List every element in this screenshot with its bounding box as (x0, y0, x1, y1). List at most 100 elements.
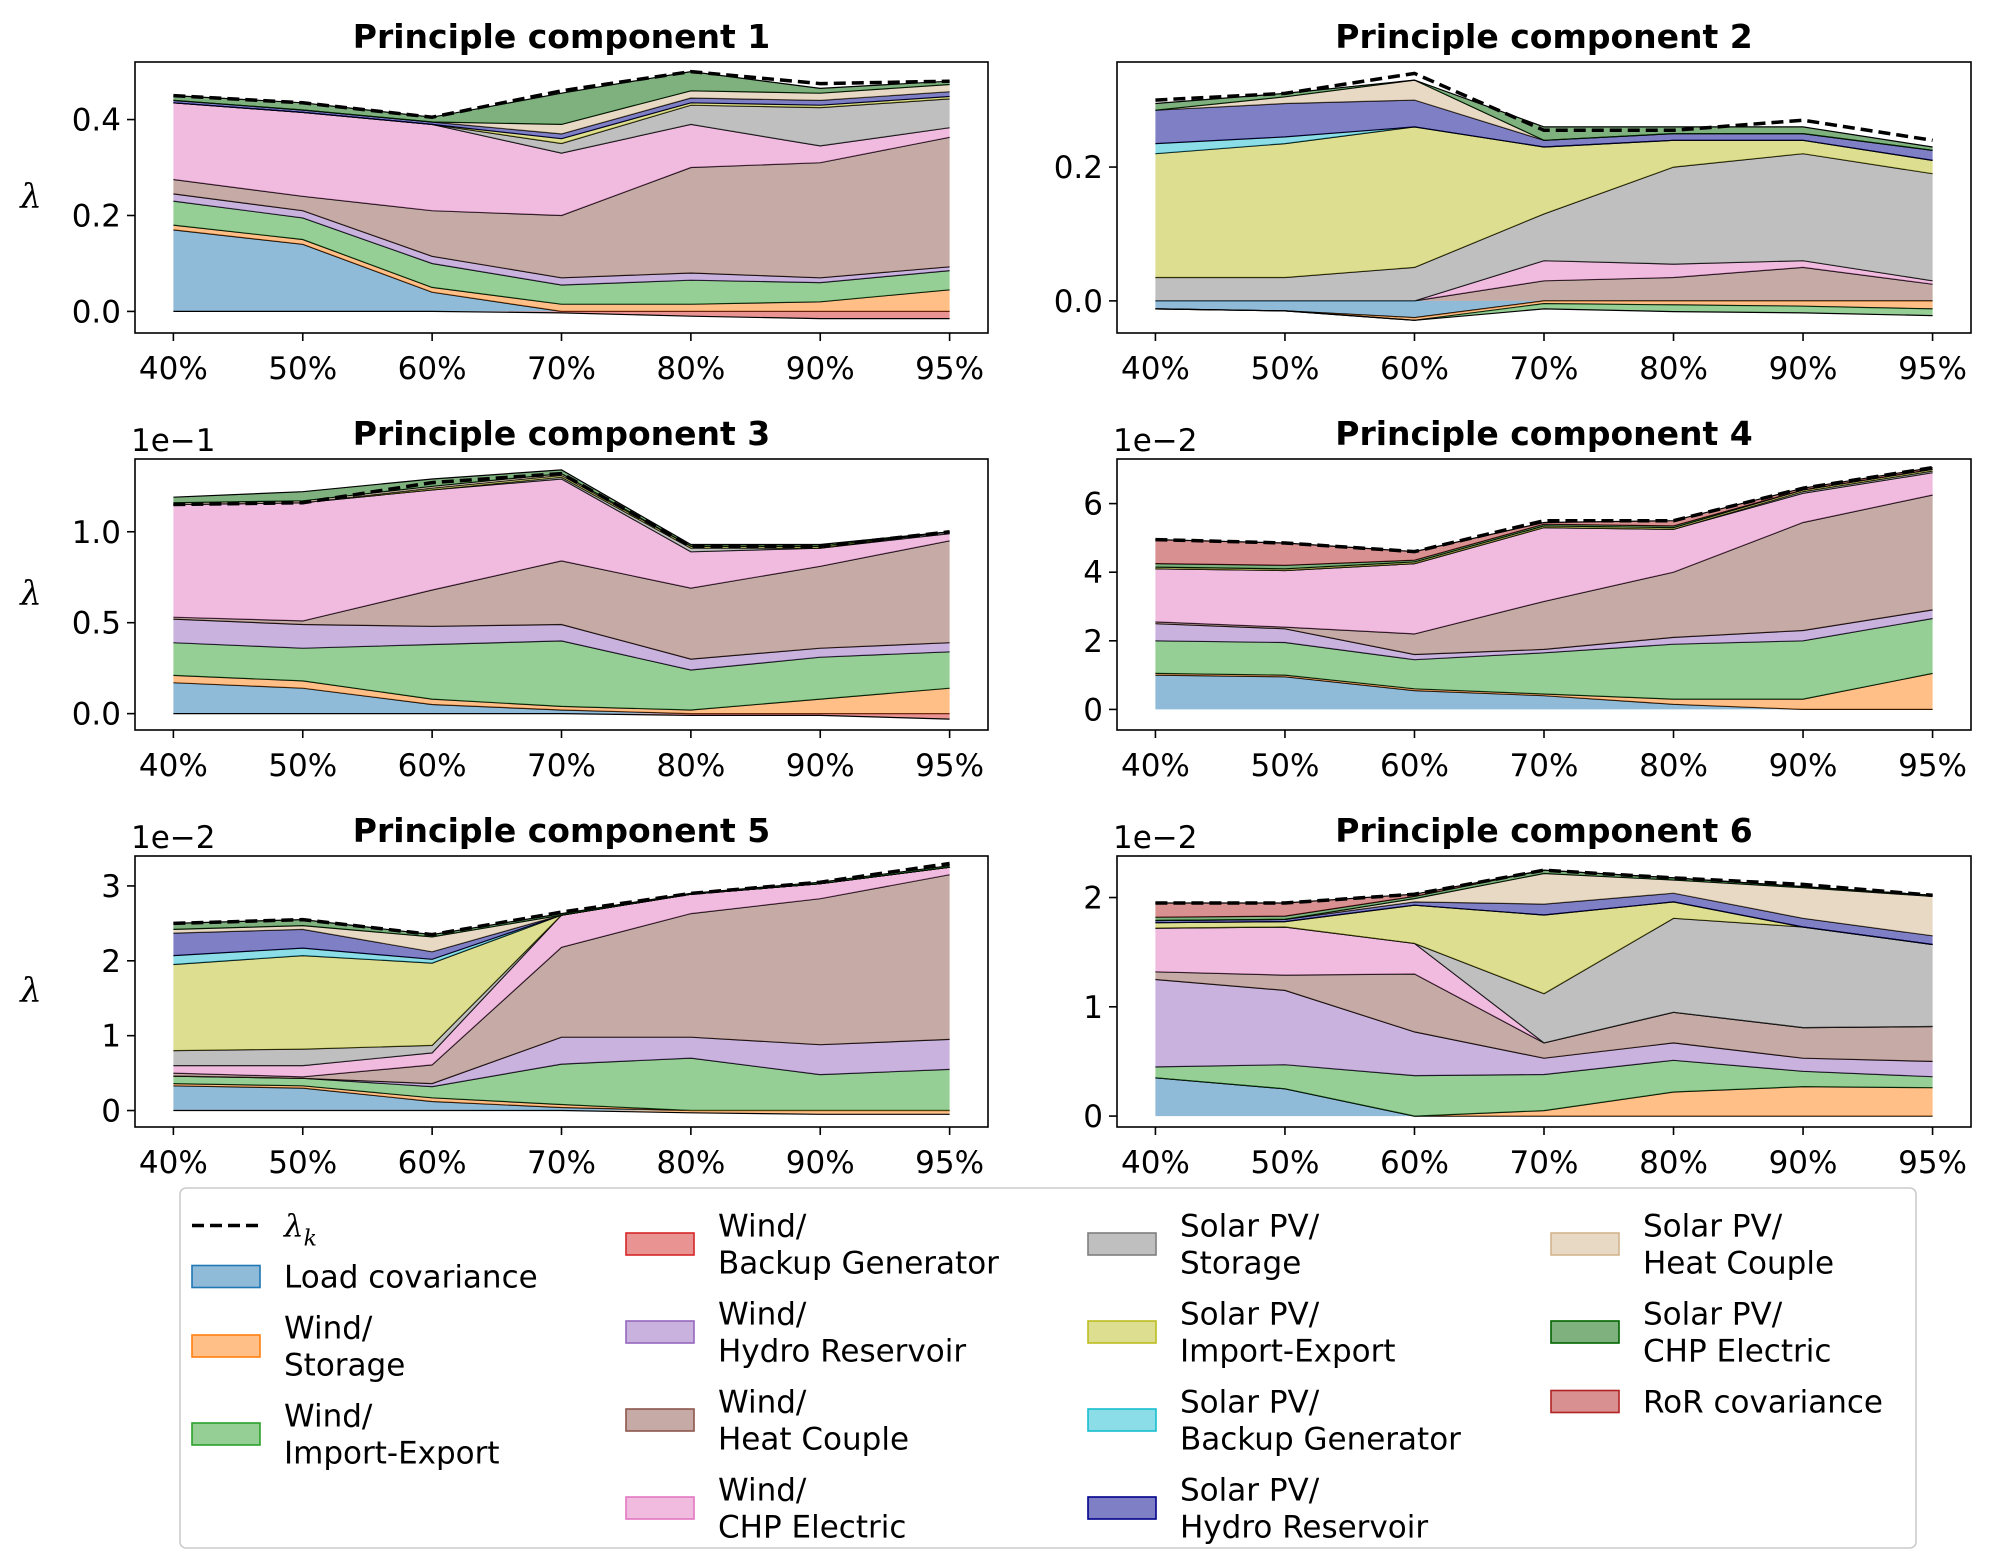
axis-scale-label: 1e−2 (131, 820, 216, 856)
legend-swatch-ror (1550, 1389, 1620, 1414)
legend-label: Solar PV/ (1180, 1385, 1320, 1421)
area-pos-s_chp (173, 71, 950, 125)
y-tick-label: 0 (101, 1094, 121, 1130)
area-pos-load (173, 229, 950, 312)
area-edge-neg-w_bg (173, 713, 950, 720)
legend-label: Backup Generator (718, 1246, 999, 1282)
legend-label: Solar PV/ (1180, 1209, 1320, 1245)
area-pos-w_ie (1155, 1060, 1933, 1117)
y-tick-label: 6 (1083, 487, 1103, 523)
x-tick-label: 50% (268, 1145, 337, 1181)
x-tick-label: 40% (1121, 351, 1190, 387)
legend-item-lambda: λk (192, 1209, 317, 1252)
area-pos-w_hc (173, 137, 950, 278)
legend-swatch-s_chp (1550, 1320, 1620, 1344)
legend-swatch-s_hc (1550, 1232, 1620, 1256)
area-pos-w_chp (1155, 927, 1933, 1043)
area-pos-w_hc (173, 540, 950, 660)
area-pos-w_chp (173, 867, 950, 1077)
legend-item-s_ie: Solar PV/Import-Export (1087, 1297, 1396, 1370)
area-pos-w_ie (1155, 618, 1933, 700)
area-pos-w_hr (173, 193, 950, 285)
area-pos-w_hr (173, 1037, 950, 1087)
x-tick-label: 70% (1510, 351, 1579, 387)
y-tick-label: 0 (1083, 1099, 1103, 1135)
legend-item-s_sto: Solar PV/Storage (1087, 1209, 1320, 1282)
legend-item-s_hr: Solar PV/Hydro Reservoir (1087, 1473, 1428, 1546)
legend-label: Wind/ (718, 1297, 807, 1333)
area-edge-neg-w_bg (173, 310, 950, 320)
x-tick-label: 95% (915, 351, 984, 387)
area-pos-w_hc (173, 874, 950, 1084)
legend-label: Load covariance (284, 1260, 538, 1296)
area-pos-s_hr (173, 867, 950, 960)
area-pos-w_hr (173, 619, 950, 670)
area-pos-s_hr (1155, 100, 1933, 161)
x-tick-label: 80% (1639, 748, 1708, 784)
area-pos-s_ie (1155, 126, 1933, 278)
y-tick-label: 4 (1083, 555, 1103, 591)
x-tick-label: 80% (1639, 351, 1708, 387)
area-pos-w_sto (173, 225, 950, 312)
x-tick-label: 60% (398, 1145, 467, 1181)
legend-lambda-label: λk (282, 1209, 317, 1252)
panel-title: Principle component 4 (1335, 414, 1752, 453)
legend-label: Storage (1180, 1246, 1301, 1282)
y-tick-label: 1 (101, 1019, 121, 1055)
area-pos-s_chp (1155, 80, 1933, 151)
area-pos-w_hc (1155, 495, 1933, 655)
x-tick-label: 90% (786, 1145, 855, 1181)
area-pos-w_sto (173, 1083, 950, 1111)
y-tick-label: 0.0 (72, 294, 121, 330)
area-pos-load (1155, 1077, 1933, 1117)
area-pos-w_chp (1155, 260, 1933, 301)
x-tick-label: 90% (786, 748, 855, 784)
y-axis-label: λ (18, 971, 42, 1011)
y-axis-label: λ (18, 574, 42, 614)
area-pos-w_hc (1155, 267, 1933, 301)
lambda-line (1155, 465, 1933, 554)
legend-swatch-w_sto (191, 1334, 261, 1358)
area-neg-w_ie (1155, 303, 1933, 321)
legend-swatch-s_sto (1087, 1232, 1157, 1256)
legend-item-w_hc: Wind/Heat Couple (625, 1385, 909, 1458)
axis-scale-label: 1e−2 (1113, 423, 1198, 459)
x-tick-label: 80% (656, 1145, 725, 1181)
y-tick-label: 3 (101, 869, 121, 905)
y-tick-label: 0.0 (72, 697, 121, 733)
legend-item-w_chp: Wind/CHP Electric (625, 1473, 906, 1546)
x-tick-label: 40% (1121, 1145, 1190, 1181)
area-pos-s_hc (1155, 873, 1933, 936)
y-tick-label: 2 (1083, 881, 1103, 917)
legend-swatch-w_hc (625, 1408, 695, 1432)
panel-title: Principle component 5 (353, 811, 770, 850)
area-pos-s_hr (173, 91, 950, 139)
legend-label: Import-Export (1180, 1334, 1396, 1370)
panel-title: Principle component 6 (1335, 811, 1752, 850)
x-tick-label: 70% (527, 1145, 596, 1181)
plot-area (173, 69, 950, 320)
legend-label: CHP Electric (1643, 1334, 1831, 1370)
x-tick-label: 95% (915, 748, 984, 784)
legend-label: Storage (284, 1348, 405, 1384)
legend-label: Hydro Reservoir (718, 1334, 966, 1370)
legend-swatch-w_hr (625, 1320, 695, 1344)
x-tick-label: 80% (1639, 1145, 1708, 1181)
area-edge-neg-w_sto (173, 1109, 950, 1115)
x-tick-label: 90% (1769, 1145, 1838, 1181)
area-pos-w_hr (1155, 979, 1933, 1077)
plot-area (1155, 465, 1933, 710)
x-tick-label: 40% (1121, 748, 1190, 784)
lambda-line (1155, 868, 1933, 905)
plot-area (173, 861, 950, 1115)
legend-label: CHP Electric (718, 1510, 906, 1546)
legend-swatch-load (191, 1264, 261, 1289)
legend-label: Solar PV/ (1180, 1473, 1320, 1509)
plot-area (173, 469, 950, 720)
x-tick-label: 50% (1251, 748, 1320, 784)
area-pos-s_ie (173, 867, 950, 1051)
area-neg-load (1155, 300, 1933, 318)
x-tick-label: 50% (1251, 1145, 1320, 1181)
y-tick-label: 0.4 (72, 103, 121, 139)
